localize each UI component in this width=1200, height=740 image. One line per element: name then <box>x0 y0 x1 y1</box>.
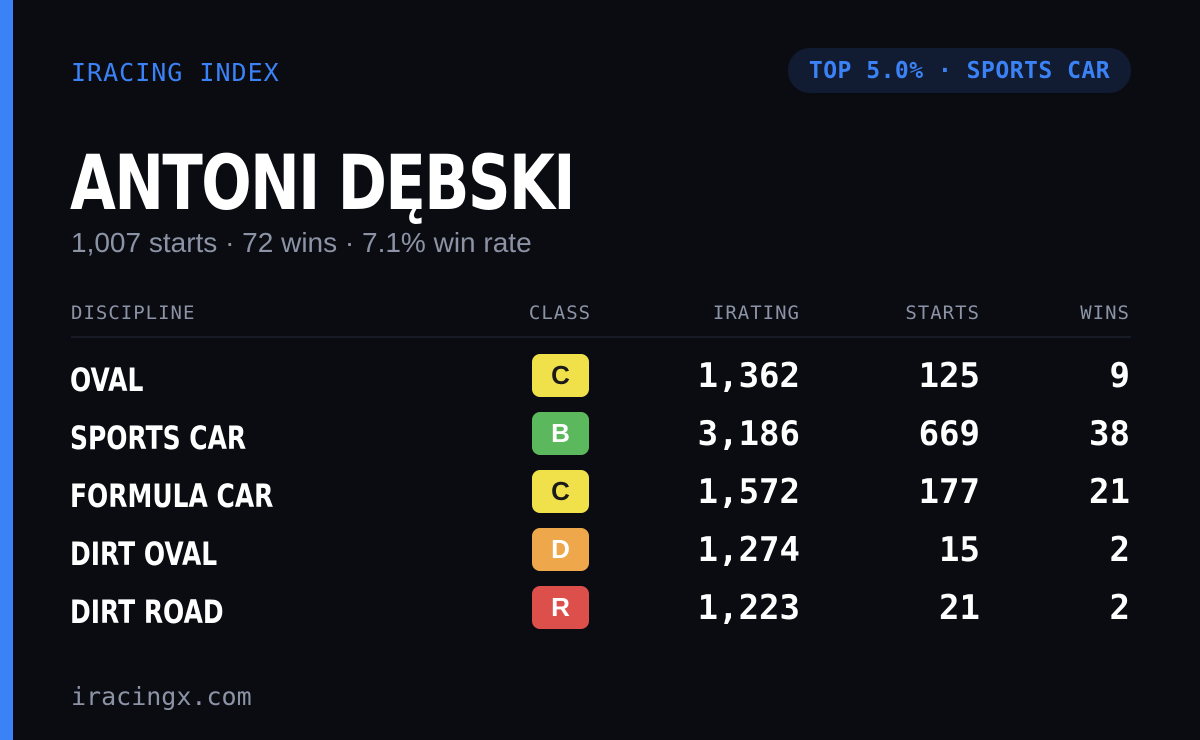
rank-badge: TOP 5.0% · SPORTS CAR <box>788 48 1131 93</box>
discipline-name: OVAL <box>70 361 144 399</box>
discipline-name: SPORTS CAR <box>70 419 247 457</box>
career-summary: 1,007 starts · 72 wins · 7.1% win rate <box>71 227 532 258</box>
wins-value: 38 <box>1089 414 1130 454</box>
header-starts: STARTS <box>905 302 980 324</box>
class-badge: C <box>532 354 589 397</box>
site-url: iracingx.com <box>71 682 252 711</box>
discipline-name: FORMULA CAR <box>70 477 274 515</box>
wins-value: 21 <box>1089 472 1130 512</box>
irating-value: 3,186 <box>697 414 800 454</box>
table-row: FORMULA CAR C 1,572 177 21 <box>0 470 1200 528</box>
brand-label: IRACING INDEX <box>71 58 280 87</box>
player-name: ANTONI DĘBSKI <box>70 138 575 227</box>
starts-value: 125 <box>918 356 980 396</box>
wins-value: 2 <box>1109 530 1130 570</box>
irating-value: 1,223 <box>697 588 800 628</box>
class-badge: D <box>532 528 589 571</box>
header-class: CLASS <box>528 302 592 324</box>
wins-value: 2 <box>1109 588 1130 628</box>
header-wins: WINS <box>1080 302 1130 324</box>
table-row: OVAL C 1,362 125 9 <box>0 354 1200 412</box>
irating-value: 1,274 <box>697 530 800 570</box>
wins-value: 9 <box>1109 356 1130 396</box>
discipline-name: DIRT ROAD <box>70 593 224 631</box>
irating-value: 1,362 <box>697 356 800 396</box>
starts-value: 15 <box>939 530 980 570</box>
class-badge: C <box>532 470 589 513</box>
table-row: DIRT OVAL D 1,274 15 2 <box>0 528 1200 586</box>
discipline-name: DIRT OVAL <box>70 535 218 573</box>
table-row: SPORTS CAR B 3,186 669 38 <box>0 412 1200 470</box>
starts-value: 21 <box>939 588 980 628</box>
class-badge: B <box>532 412 589 455</box>
class-badge: R <box>532 586 589 629</box>
header-divider <box>71 336 1131 338</box>
table-row: DIRT ROAD R 1,223 21 2 <box>0 586 1200 644</box>
irating-value: 1,572 <box>697 472 800 512</box>
header-discipline: DISCIPLINE <box>71 302 196 324</box>
header-irating: IRATING <box>712 302 800 324</box>
accent-bar <box>0 0 13 740</box>
starts-value: 669 <box>918 414 980 454</box>
starts-value: 177 <box>918 472 980 512</box>
